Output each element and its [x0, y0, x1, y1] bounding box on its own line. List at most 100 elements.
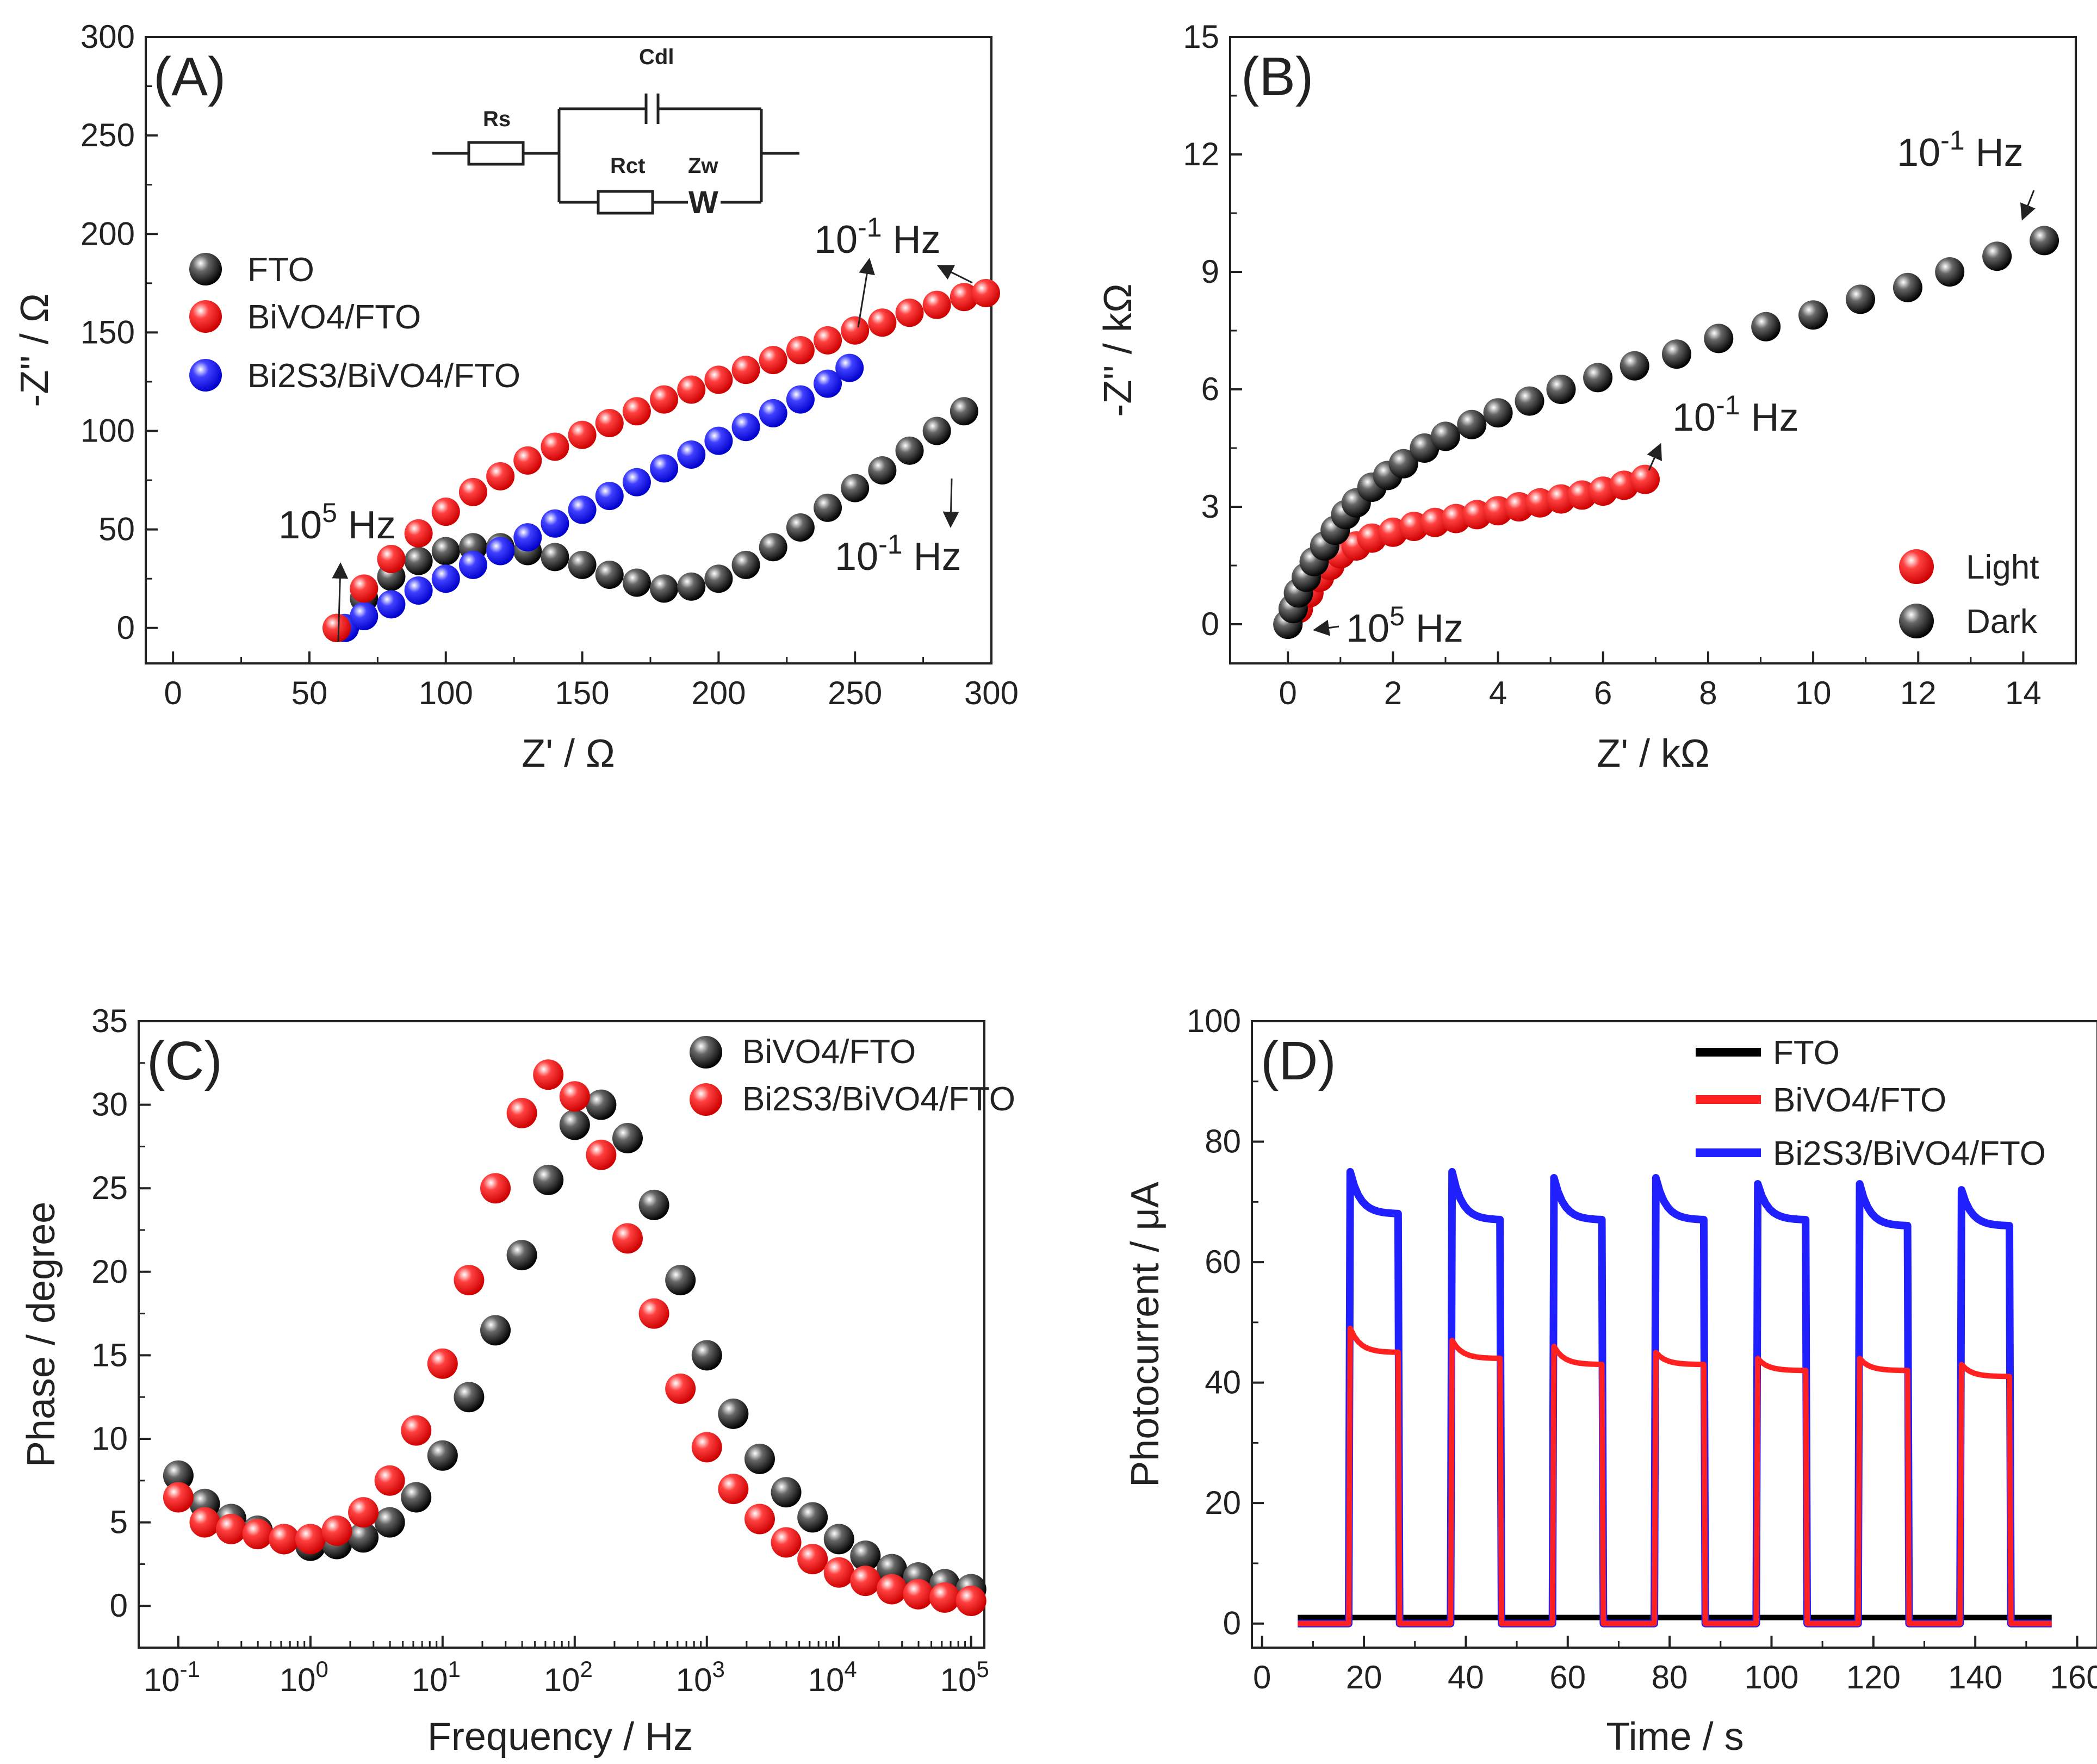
- panel-a-point-blue: [458, 550, 487, 579]
- panel-c-x-tick-label: 105: [940, 1656, 989, 1698]
- panel-a-point-black: [650, 574, 679, 603]
- panel-a-point-blue: [431, 564, 460, 593]
- panel-c-point-black: [823, 1524, 854, 1555]
- panel-b-point-black: [1846, 284, 1876, 314]
- panel-d: (D) 0 20 40 60 80 100 120 140 160 0 20 40 60 80 100 T…: [1124, 1003, 2097, 1759]
- panel-a-point-red: [404, 519, 433, 548]
- panel-c-point-red: [559, 1081, 590, 1112]
- panel-c-point-red: [638, 1298, 669, 1329]
- panel-c-x-tick-label: 101: [412, 1656, 461, 1698]
- panel-a-point-red: [841, 316, 870, 345]
- panel-b-x-tick-label: 8: [1699, 675, 1717, 711]
- panel-c-point-black: [797, 1502, 828, 1533]
- legend-d-bivo4-label: BiVO4/FTO: [1773, 1082, 1946, 1119]
- panel-c-point-red: [480, 1173, 511, 1204]
- panel-a-point-blue: [835, 353, 864, 382]
- panel-b-point-black: [1935, 257, 1965, 287]
- panel-d-y-tick-label: 60: [1205, 1244, 1241, 1280]
- panel-c-point-red: [189, 1507, 220, 1538]
- panel-c-label: (C): [147, 1030, 222, 1091]
- panel-c-point-black: [638, 1189, 669, 1220]
- panel-a-point-red: [868, 308, 897, 337]
- panel-b-y-tick-label: 0: [1201, 606, 1219, 642]
- panel-c-point-red: [665, 1373, 696, 1404]
- panel-a-point-black: [814, 493, 842, 522]
- panel-d-x-tick-label: 120: [1846, 1659, 1901, 1695]
- panel-a-point-black: [841, 474, 870, 502]
- panel-c-point-red: [823, 1557, 854, 1588]
- panel-c-point-black: [559, 1109, 590, 1140]
- panel-a-point-red: [486, 462, 515, 490]
- panel-b-point-black: [1457, 409, 1487, 439]
- panel-d-x-axis-title: Time / s: [1606, 1715, 1744, 1759]
- panel-c-point-red: [427, 1348, 458, 1379]
- panel-c-y-tick-label: 35: [91, 1003, 128, 1039]
- panel-a-point-red: [895, 299, 924, 327]
- cdl-label: Cdl: [639, 45, 674, 69]
- panel-b-y-tick-label: 6: [1201, 371, 1219, 407]
- panel-b-point-black: [1546, 375, 1576, 404]
- panel-c-point-red: [242, 1519, 273, 1550]
- panel-a-point-blue: [786, 385, 815, 414]
- panel-a-x-tick-label: 200: [691, 675, 746, 711]
- panel-c-point-black: [401, 1482, 432, 1513]
- panel-c-point-black: [665, 1265, 696, 1296]
- panel-a-point-black: [704, 564, 733, 593]
- panel-c-point-red: [374, 1465, 405, 1496]
- panel-c-point-red: [269, 1524, 300, 1555]
- panel-a-point-black: [731, 550, 760, 579]
- panel-a-x-tick-label: 0: [164, 675, 182, 711]
- panel-a-point-red: [677, 375, 706, 404]
- panel-d-x-ticks: 0 20 40 60 80 100 120 140 160: [1253, 1636, 2097, 1695]
- panel-b-x-tick-label: 0: [1279, 675, 1297, 711]
- panel-a-x-tick-label: 100: [419, 675, 473, 711]
- panel-b-label: (B): [1241, 46, 1313, 107]
- panel-c-y-tick-label: 0: [110, 1587, 128, 1624]
- panel-b-point-black: [1483, 398, 1513, 428]
- panel-c-point-black: [586, 1089, 617, 1120]
- legend-c-bivo4-label: BiVO4/FTO: [742, 1033, 916, 1071]
- panel-c-point-red: [533, 1059, 564, 1090]
- panel-c-point-black: [612, 1123, 643, 1154]
- panel-a-data-points: [322, 278, 1000, 642]
- panel-a-annotations: 105 Hz 10-1 Hz 10-1 Hz: [278, 212, 973, 642]
- panel-c-y-tick-label: 15: [91, 1337, 128, 1373]
- rs-label: Rs: [483, 107, 511, 131]
- panel-b-x-tick-label: 6: [1594, 675, 1612, 711]
- panel-a-point-blue: [404, 576, 433, 605]
- legend-c-bi2s3-marker: [690, 1083, 722, 1116]
- panel-d-x-tick-label: 140: [1948, 1659, 2002, 1695]
- legend-d-fto-label: FTO: [1773, 1034, 1840, 1072]
- panel-b-point-black: [1798, 300, 1828, 330]
- panel-d-y-tick-label: 80: [1205, 1123, 1241, 1160]
- panel-d-series-lines: [1298, 1167, 2052, 1628]
- panel-c-point-red: [295, 1524, 326, 1555]
- panel-d-x-tick-label: 20: [1346, 1659, 1382, 1695]
- panel-b-point-black: [1583, 363, 1613, 393]
- panel-a-point-black: [541, 543, 569, 572]
- panel-d-y-ticks: 0 20 40 60 80 100: [1187, 1003, 1264, 1642]
- panel-a-point-red: [431, 498, 460, 526]
- panel-a-y-tick-label: 0: [117, 610, 135, 646]
- panel-b-x-tick-label: 10: [1795, 675, 1832, 711]
- panel-c-point-red: [348, 1497, 379, 1528]
- panel-d-y-tick-label: 40: [1205, 1364, 1241, 1401]
- legend-b-light-marker: [1899, 549, 1934, 584]
- panel-b-point-black: [2030, 226, 2059, 256]
- panel-d-y-tick-label: 0: [1223, 1605, 1241, 1642]
- legend-a-fto-marker: [189, 253, 222, 285]
- panel-b-point-black: [1751, 312, 1781, 341]
- panel-d-x-tick-label: 160: [2050, 1659, 2097, 1695]
- panel-c-point-red: [744, 1504, 775, 1535]
- panel-a-point-red: [786, 336, 815, 364]
- panel-a-point-red: [541, 432, 569, 461]
- panel-d-label: (D): [1261, 1030, 1336, 1091]
- panel-a-point-red: [377, 545, 406, 573]
- zw-label: Zw: [688, 154, 718, 178]
- panel-c-y-tick-label: 20: [91, 1253, 128, 1290]
- panel-c-point-red: [850, 1566, 881, 1597]
- panel-b-x-tick-label: 2: [1384, 675, 1402, 711]
- panel-a-point-blue: [513, 523, 542, 552]
- panel-c-point-red: [586, 1139, 617, 1170]
